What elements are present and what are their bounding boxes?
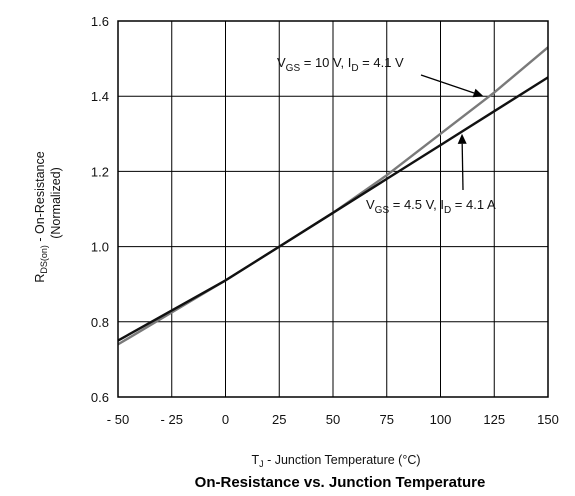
series-layer — [117, 46, 549, 346]
y-axis-label-line2: (Normalized) — [49, 167, 63, 239]
x-tick-label: 0 — [222, 412, 229, 427]
y-tick-label: 0.8 — [91, 315, 109, 330]
series-line-1 — [117, 76, 549, 342]
annotation-arrow-0 — [420, 74, 475, 94]
x-tick-label: 50 — [326, 412, 340, 427]
x-axis-label: TJ - Junction Temperature (°C) — [251, 453, 420, 469]
x-tick-label: - 25 — [161, 412, 183, 427]
x-tick-labels: - 50 - 25 0 25 50 75 100 125 150 — [107, 412, 559, 427]
y-axis-label-line1: RDS(on) - On-Resistance — [33, 151, 49, 282]
y-tick-label: 1.0 — [91, 240, 109, 255]
x-tick-label: 125 — [483, 412, 505, 427]
x-tick-label: 100 — [430, 412, 452, 427]
annotation-label-1: VGS = 4.5 V, ID = 4.1 A — [366, 197, 496, 216]
chart-title: On-Resistance vs. Junction Temperature — [195, 474, 486, 491]
annotation-arrowhead-0 — [472, 88, 484, 98]
y-tick-label: 1.4 — [91, 89, 109, 104]
annotation-label-0: VGS = 10 V, ID = 4.1 V — [277, 55, 404, 74]
x-tick-label: - 50 — [107, 412, 129, 427]
y-tick-label: 1.2 — [91, 164, 109, 179]
annotation-arrow-1 — [461, 143, 464, 191]
x-tick-label: 25 — [272, 412, 286, 427]
annotations: VGS = 10 V, ID = 4.1 V VGS = 4.5 V, ID = … — [277, 55, 496, 216]
x-tick-label: 150 — [537, 412, 559, 427]
x-tick-label: 75 — [380, 412, 394, 427]
annotation-arrowhead-1 — [457, 133, 467, 144]
y-axis-label: RDS(on) - On-Resistance (Normalized) — [33, 151, 63, 282]
y-tick-labels: 0.6 0.8 1.0 1.2 1.4 1.6 — [91, 14, 109, 405]
y-tick-label: 0.6 — [91, 390, 109, 405]
plot-frame — [117, 20, 549, 398]
y-tick-label: 1.6 — [91, 14, 109, 29]
